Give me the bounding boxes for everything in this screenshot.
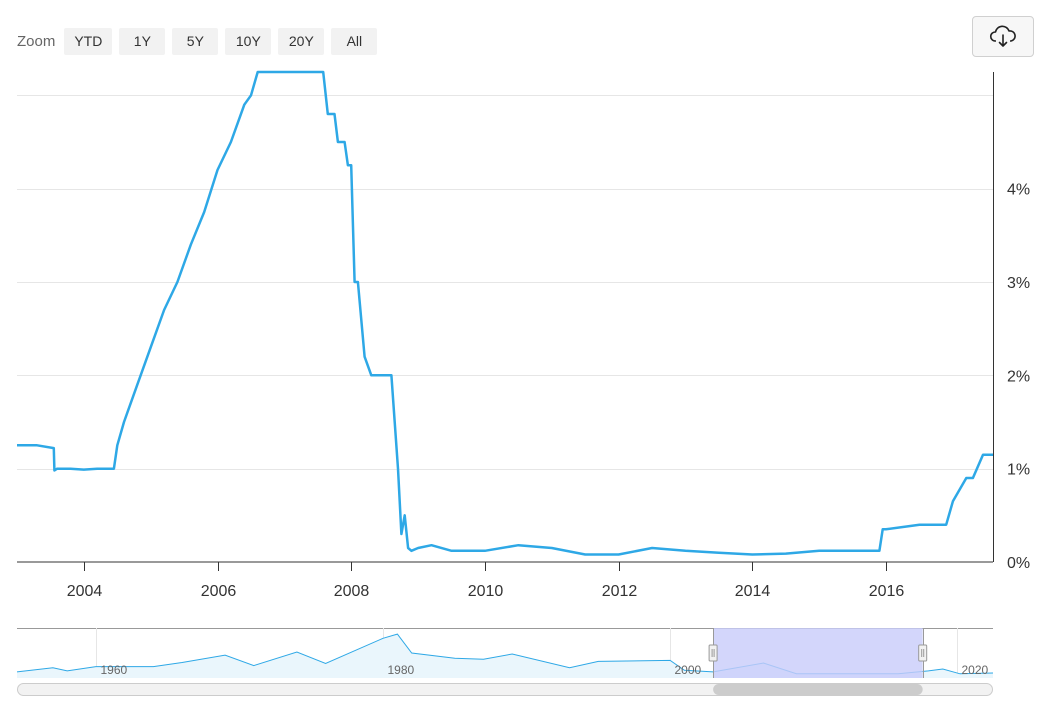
cloud-download-icon	[989, 25, 1016, 47]
navigator-left-handle[interactable]	[708, 644, 718, 662]
zoom-1y-button[interactable]: 1Y	[119, 27, 166, 55]
navigator-selected-range[interactable]	[713, 628, 923, 678]
navigator-line	[16, 633, 994, 675]
x-tick-label: 2014	[735, 583, 771, 600]
x-tick-label: 2004	[67, 583, 103, 600]
zoom-ytd-button[interactable]: YTD	[64, 27, 113, 55]
scrollbar-track[interactable]	[17, 683, 993, 696]
y-tick-label: 2%	[1007, 368, 1030, 385]
zoom-toolbar: Zoom YTD 1Y 5Y 10Y 20Y All	[17, 27, 378, 55]
zoom-label: Zoom	[17, 32, 56, 50]
y-tick-label: 1%	[1007, 462, 1030, 479]
navigator[interactable]: 1960 1980 2000 2020	[16, 628, 994, 678]
navigator-tick-label: 2000	[675, 663, 702, 677]
navigator-tick-label: 2020	[962, 663, 989, 677]
scrollbar[interactable]	[17, 683, 993, 696]
scrollbar-thumb[interactable]	[713, 684, 923, 695]
navigator-tick-label: 1960	[101, 663, 128, 677]
zoom-10y-button[interactable]: 10Y	[225, 27, 272, 55]
x-tick-label: 2008	[334, 583, 370, 600]
series-line	[17, 70, 993, 556]
navigator-tick-label: 1980	[388, 663, 415, 677]
x-tick-label: 2006	[201, 583, 237, 600]
zoom-all-button[interactable]: All	[331, 27, 378, 55]
zoom-20y-button[interactable]: 20Y	[278, 27, 325, 55]
navigator-area	[17, 634, 993, 678]
y-tick-label: 3%	[1007, 275, 1030, 292]
y-tick-label: 4%	[1007, 182, 1030, 199]
x-tick-label: 2016	[869, 583, 905, 600]
x-tick-label: 2010	[468, 583, 504, 600]
x-tick-label: 2012	[602, 583, 638, 600]
export-menu-button[interactable]	[972, 16, 1034, 57]
navigator-right-handle[interactable]	[918, 644, 928, 662]
zoom-5y-button[interactable]: 5Y	[172, 27, 219, 55]
y-tick-label: 0%	[1007, 555, 1030, 572]
